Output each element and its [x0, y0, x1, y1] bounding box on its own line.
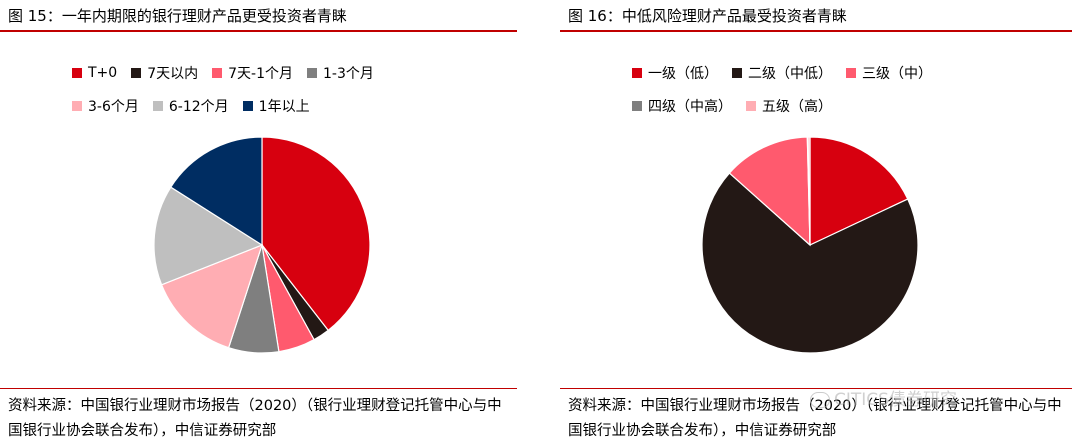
legend-row: T+0 7天以内 7天-1个月 1-3个月 — [72, 56, 388, 89]
legend-label: T+0 — [88, 64, 118, 81]
left-pie-slice — [160, 243, 263, 349]
legend-label: 6-12个月 — [168, 98, 229, 115]
left-pie-slice — [153, 186, 264, 286]
right-legend-item: 四级（中高） — [632, 96, 732, 116]
legend-label: 7天-1个月 — [228, 65, 293, 82]
right-legend-item: 五级（高） — [746, 96, 832, 116]
left-title-rule — [0, 30, 517, 32]
legend-swatch — [72, 67, 82, 78]
left-legend-item: 3-6个月 — [72, 96, 139, 116]
left-pie-slice — [169, 136, 263, 247]
legend-label: 四级（中高） — [648, 98, 732, 115]
legend-label: 一级（低） — [648, 65, 718, 82]
left-figure-title: 图 15：一年内期限的银行理财产品更受投资者青睐 — [8, 7, 347, 25]
legend-swatch — [732, 67, 742, 78]
right-pie-slice — [701, 172, 919, 354]
legend-label: 五级（高） — [762, 98, 832, 115]
legend-label: 二级（中低） — [748, 65, 832, 82]
left-pie-slice — [261, 136, 371, 332]
right-figure-title: 图 16：中低风险理财产品最受投资者青睐 — [568, 7, 847, 25]
legend-swatch — [846, 67, 856, 78]
legend-swatch — [746, 100, 756, 111]
left-source-rule — [0, 388, 517, 389]
legend-swatch — [131, 67, 142, 78]
right-pie-slice — [728, 136, 811, 247]
watermark-text: CITICS债券研究 — [834, 390, 957, 410]
left-legend-item: 7天-1个月 — [212, 63, 293, 83]
legend-swatch — [152, 100, 163, 111]
left-legend-item: T+0 — [72, 65, 117, 81]
right-figure-panel: 图 16：中低风险理财产品最受投资者青睐 一级（低） 二级（中低） 三级（中） 四级（… — [560, 0, 1080, 447]
right-legend-item: 二级（中低） — [732, 63, 832, 83]
legend-label: 1-3个月 — [323, 65, 374, 82]
right-title-rule — [560, 30, 1072, 32]
right-pie-chart — [701, 136, 919, 354]
left-source-note: 资料来源：中国银行业理财市场报告（2020）（银行业理财登记托管中心与中国银行业… — [8, 398, 502, 439]
left-legend-item: 1年以上 — [242, 96, 310, 116]
right-pie-slice — [809, 136, 909, 246]
left-pie-chart — [153, 136, 371, 354]
right-legend-item: 一级（低） — [632, 63, 718, 83]
watermark: CITICS债券研究 — [810, 385, 957, 410]
left-legend: T+0 7天以内 7天-1个月 1-3个月 3-6个月 6-12个月 1年以上 — [72, 56, 388, 122]
right-pie-slice — [807, 136, 811, 246]
right-legend-item: 三级（中） — [846, 63, 932, 83]
right-legend: 一级（低） 二级（中低） 三级（中） 四级（中高） 五级（高） — [632, 56, 946, 122]
legend-swatch — [307, 67, 317, 78]
chat-bubble-icon — [810, 392, 830, 408]
legend-label: 1年以上 — [258, 98, 310, 115]
left-legend-item: 1-3个月 — [307, 63, 374, 83]
legend-row: 3-6个月 6-12个月 1年以上 — [72, 89, 388, 122]
legend-swatch — [632, 100, 642, 111]
legend-swatch — [242, 100, 253, 111]
legend-row: 四级（中高） 五级（高） — [632, 89, 946, 122]
left-figure-panel: 图 15：一年内期限的银行理财产品更受投资者青睐 T+0 7天以内 7天-1个月 1-… — [0, 0, 525, 447]
left-legend-item: 6-12个月 — [152, 96, 229, 116]
legend-swatch — [72, 100, 82, 111]
legend-row: 一级（低） 二级（中低） 三级（中） — [632, 56, 946, 89]
legend-label: 三级（中） — [862, 65, 932, 82]
legend-label: 3-6个月 — [88, 98, 139, 115]
legend-swatch — [212, 67, 223, 78]
left-legend-item: 7天以内 — [131, 63, 198, 83]
legend-swatch — [632, 67, 642, 78]
right-source-rule — [560, 388, 1072, 389]
legend-label: 7天以内 — [147, 65, 199, 82]
